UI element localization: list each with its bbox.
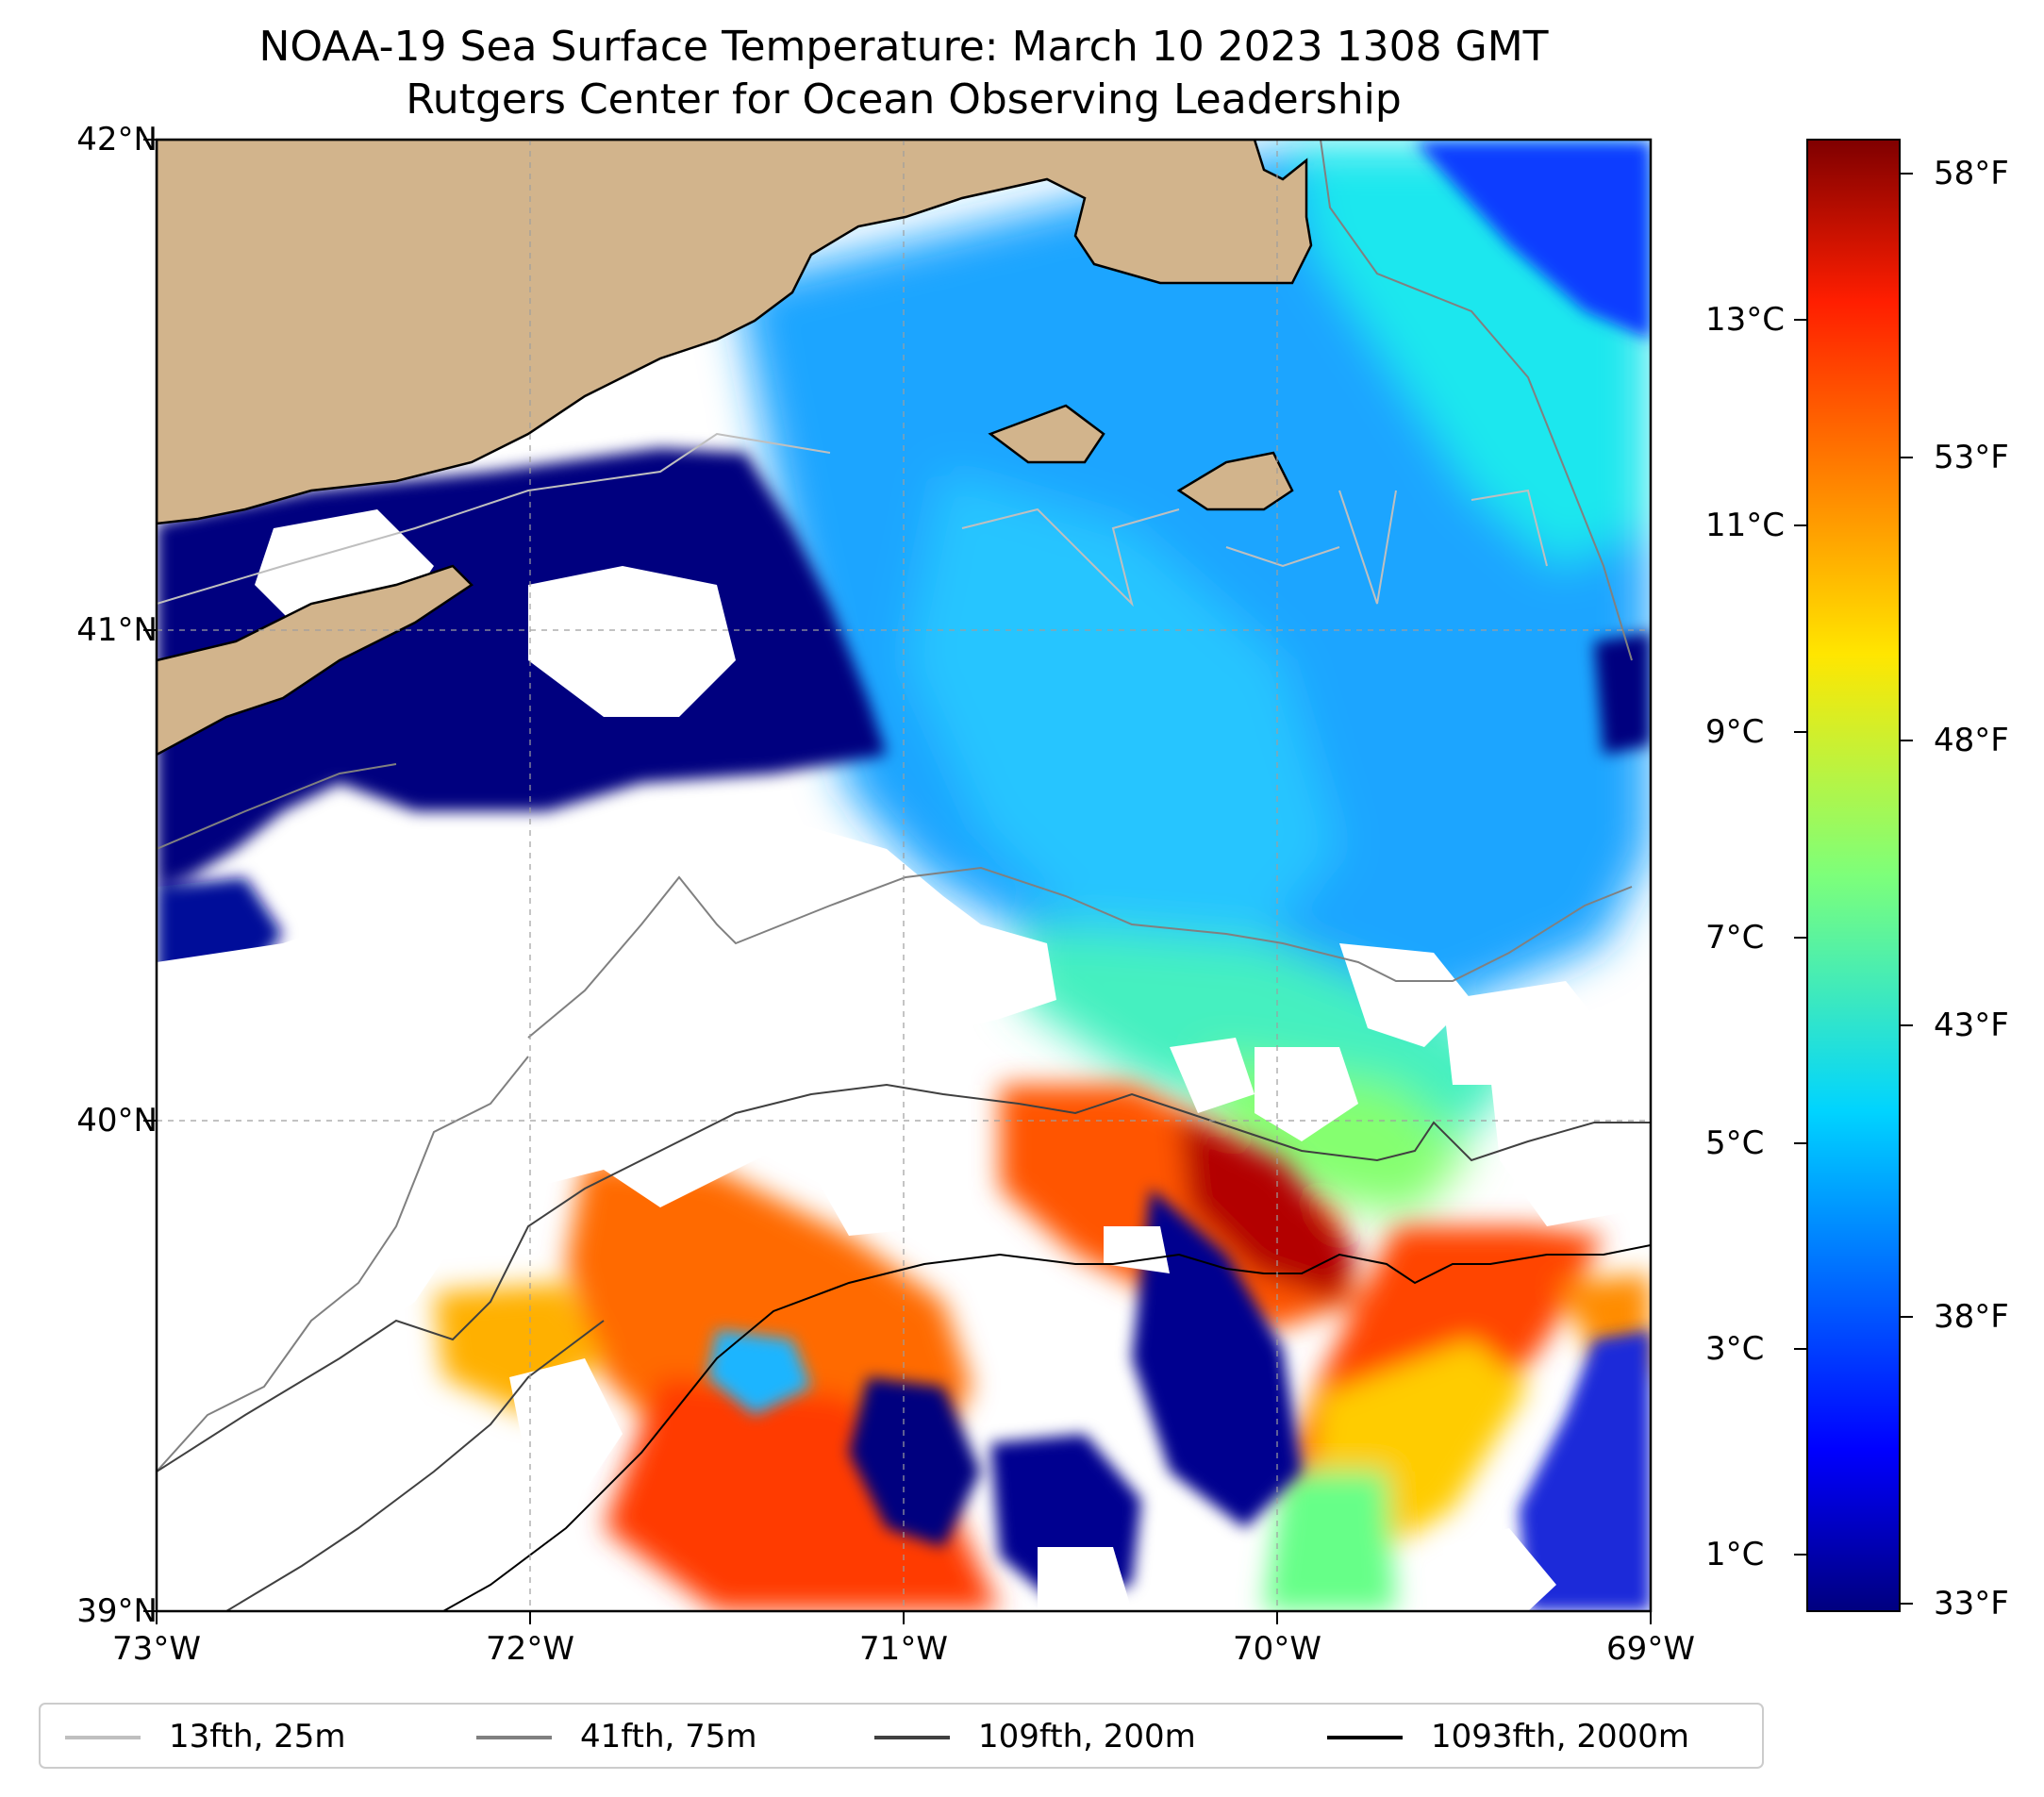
- sst-field: [157, 140, 1651, 1611]
- colorbar-celsius-tick: 1°C: [1705, 1536, 1765, 1573]
- legend-swatch-75m: [476, 1736, 552, 1739]
- legend-swatch-2000m: [1327, 1736, 1403, 1739]
- colorbar-celsius-tick: 7°C: [1705, 919, 1765, 957]
- legend-swatch-25m: [65, 1736, 141, 1739]
- contour-25m: [157, 432, 1548, 607]
- contour-2000m: [442, 1244, 1651, 1611]
- land: [157, 140, 1313, 757]
- legend-label: 109fth, 200m: [978, 1718, 1196, 1755]
- gridlines: [157, 140, 1651, 1611]
- legend-label: 13fth, 25m: [169, 1718, 346, 1755]
- lat-tick-label: 42°N: [76, 121, 158, 158]
- lon-tick-label: 71°W: [859, 1630, 948, 1668]
- colorbar-fahrenheit-tick: 53°F: [1934, 439, 2009, 476]
- colorbar-celsius-tick: 9°C: [1705, 713, 1765, 751]
- lon-tick-label: 69°W: [1606, 1630, 1695, 1668]
- legend-swatch-200m: [874, 1736, 950, 1739]
- figure-subtitle: Rutgers Center for Ocean Observing Leade…: [406, 75, 1402, 124]
- tick-marks: [143, 139, 1652, 1624]
- cold-eddies: [707, 1189, 1651, 1611]
- colorbar-fahrenheit-tick: 43°F: [1934, 1007, 2009, 1044]
- lon-tick-label: 73°W: [112, 1630, 201, 1668]
- cloud-mask: [157, 509, 1651, 1611]
- colorbar-fahrenheit-tick: 48°F: [1934, 722, 2009, 759]
- colorbar-celsius-tick: 3°C: [1705, 1330, 1765, 1368]
- lat-tick-label: 40°N: [76, 1102, 158, 1140]
- legend-label: 41fth, 75m: [580, 1718, 757, 1755]
- lat-tick-label: 39°N: [76, 1592, 158, 1630]
- lat-tick-label: 41°N: [76, 611, 158, 649]
- shelf-cold-water: [736, 141, 1651, 1217]
- legend-label: 1093fth, 2000m: [1431, 1718, 1690, 1755]
- contour-75m: [157, 140, 1633, 1473]
- colorbar: [1794, 139, 1913, 1612]
- colorbar-celsius-tick: 13°C: [1705, 301, 1786, 339]
- figure-title: NOAA-19 Sea Surface Temperature: March 1…: [258, 23, 1549, 71]
- colorbar-gradient: [1806, 139, 1901, 1612]
- colorbar-fahrenheit-tick: 58°F: [1934, 155, 2009, 192]
- colorbar-fahrenheit-tick: 38°F: [1934, 1298, 2009, 1336]
- bathymetry-contours: [157, 140, 1651, 1611]
- colorbar-celsius-tick: 5°C: [1705, 1124, 1765, 1162]
- lon-tick-label: 70°W: [1233, 1630, 1321, 1668]
- contour-legend: 13fth, 25m 41fth, 75m 109fth, 200m 1093f…: [39, 1703, 1764, 1769]
- colorbar-fahrenheit-tick: 33°F: [1934, 1585, 2009, 1622]
- contour-200m: [157, 1083, 1651, 1611]
- colorbar-celsius-tick: 11°C: [1705, 507, 1786, 544]
- lon-tick-label: 72°W: [486, 1630, 574, 1668]
